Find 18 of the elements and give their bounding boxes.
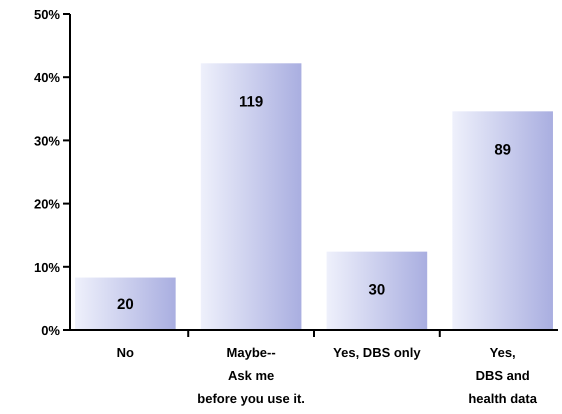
y-tick-label: 50%	[34, 7, 60, 22]
x-tick-label: No	[116, 345, 134, 360]
bar	[452, 111, 553, 330]
bar	[200, 63, 302, 330]
x-tick-label: Maybe-- Ask me before you use it.	[197, 345, 305, 406]
y-tick-label: 10%	[34, 260, 60, 275]
y-tick-label: 0%	[41, 323, 60, 338]
annotation: 20	[116, 296, 134, 313]
bar	[75, 278, 176, 330]
y-tick-label: 30%	[34, 133, 60, 148]
bar	[326, 252, 428, 330]
annotation: 119	[239, 93, 264, 110]
annotation: 30	[368, 282, 386, 299]
x-tick-label: Yes, DBS and health data	[468, 345, 538, 406]
annotation: 89	[494, 141, 512, 158]
y-tick-label: 20%	[34, 196, 60, 212]
y-tick-label: 40%	[34, 70, 60, 86]
x-tick-label: Yes, DBS only	[333, 345, 422, 360]
